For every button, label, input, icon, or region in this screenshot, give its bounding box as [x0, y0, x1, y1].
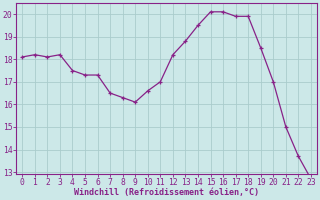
X-axis label: Windchill (Refroidissement éolien,°C): Windchill (Refroidissement éolien,°C): [74, 188, 259, 197]
